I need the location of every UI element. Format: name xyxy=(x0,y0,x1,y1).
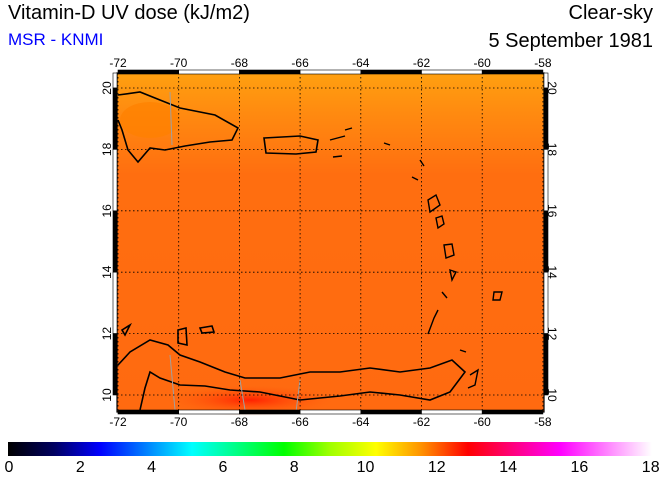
lat-tick-left: 20 xyxy=(100,81,114,95)
lon-tick-bottom: -60 xyxy=(474,415,492,429)
lon-tick-top: -60 xyxy=(474,56,492,70)
lat-tick-right: 18 xyxy=(545,143,559,157)
lat-tick-right: 12 xyxy=(545,327,559,341)
colorbar-tick-label: 2 xyxy=(75,459,85,476)
lon-tick-top: -58 xyxy=(534,56,552,70)
lon-tick-top: -72 xyxy=(109,56,127,70)
lesser-antilles xyxy=(329,127,503,389)
colorbar-tick-label: 4 xyxy=(147,459,157,476)
coastlines xyxy=(117,91,467,411)
lat-tick-left: 18 xyxy=(100,142,114,156)
lon-tick-top: -62 xyxy=(413,56,431,70)
sky-condition: Clear-sky xyxy=(568,2,653,24)
lon-tick-bottom: -62 xyxy=(413,415,431,429)
lat-tick-left: 14 xyxy=(100,265,114,279)
colorbar-tick-label: 16 xyxy=(570,459,589,476)
lon-tick-bottom: -66 xyxy=(291,415,309,429)
graticule xyxy=(117,73,544,412)
lat-tick-right: 14 xyxy=(545,266,559,280)
lon-tick-top: -64 xyxy=(352,56,370,70)
lat-tick-left: 16 xyxy=(100,204,114,218)
map-area: -72 -72 -70 -70 -68 -68 -66 -66 -64 -64 -62 -62 -60 -… xyxy=(100,56,559,429)
lat-tick-left: 10 xyxy=(100,388,114,402)
lat-tick-left: 12 xyxy=(100,327,114,341)
colorbar xyxy=(8,442,652,456)
lon-tick-top: -66 xyxy=(291,56,309,70)
colorbar-tick-label: 10 xyxy=(356,459,375,476)
lat-tick-right: 16 xyxy=(545,204,559,218)
uv-field xyxy=(117,73,544,412)
lon-tick-top: -70 xyxy=(170,56,188,70)
lon-tick-bottom: -72 xyxy=(109,415,127,429)
data-source: MSR - KNMI xyxy=(8,30,104,49)
colorbar-tick-label: 18 xyxy=(641,459,660,476)
lon-tick-top: -68 xyxy=(231,56,249,70)
lon-tick-bottom: -64 xyxy=(352,415,370,429)
lon-tick-bottom: -70 xyxy=(170,415,188,429)
colorbar-tick-label: 6 xyxy=(218,459,228,476)
colorbar-tick-label: 14 xyxy=(499,459,517,476)
lat-tick-right: 20 xyxy=(545,81,559,95)
colorbar-tick-label: 12 xyxy=(427,459,446,476)
colorbar-tick-label: 8 xyxy=(289,459,299,476)
map-date: 5 September 1981 xyxy=(488,30,653,52)
map-title: Vitamin-D UV dose (kJ/m2) xyxy=(8,2,250,24)
lon-tick-bottom: -58 xyxy=(534,415,552,429)
lon-tick-bottom: -68 xyxy=(231,415,249,429)
map-frame xyxy=(112,69,549,415)
colorbar-tick-label: 0 xyxy=(4,459,14,476)
lat-tick-right: 10 xyxy=(545,388,559,402)
